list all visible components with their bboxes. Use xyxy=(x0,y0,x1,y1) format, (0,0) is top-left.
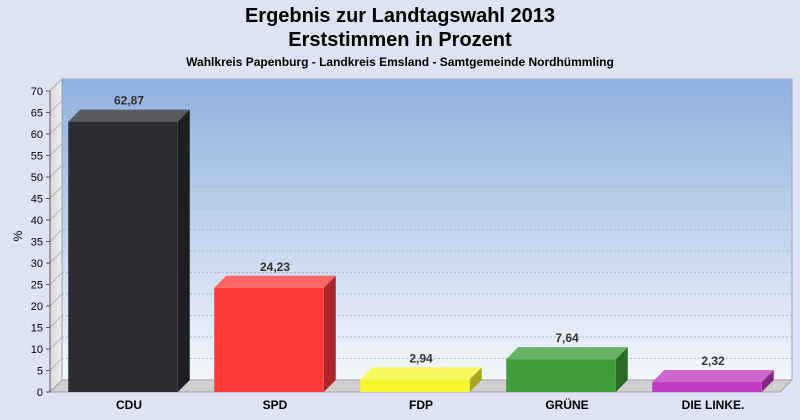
gridline-side xyxy=(49,336,63,350)
x-tick-label: GRÜNE xyxy=(545,397,588,412)
x-tick-label: SPD xyxy=(263,398,288,412)
gridline-side xyxy=(49,186,63,199)
bar-top-die-linke- xyxy=(652,370,774,383)
bar-top-fdp xyxy=(360,367,482,380)
y-tick-label: 70 xyxy=(31,86,43,98)
chart-title: Ergebnis zur Landtagswahl 2013 xyxy=(244,5,556,27)
bar-side-fdp xyxy=(469,367,482,392)
gridline-side xyxy=(49,121,63,135)
data-label: 62,87 xyxy=(114,94,144,108)
y-tick-label: 25 xyxy=(31,280,43,292)
chart-subtitle: Erststimmen in Prozent xyxy=(288,29,512,51)
x-tick-label: CDU xyxy=(116,398,142,412)
y-tick-label: 55 xyxy=(31,151,43,163)
gridline-side xyxy=(49,272,63,285)
bar-fdp xyxy=(360,379,470,392)
y-tick-label: 5 xyxy=(37,366,43,378)
data-label: 24,23 xyxy=(260,260,290,274)
bar-spd xyxy=(214,287,324,392)
y-tick-label: 65 xyxy=(31,108,43,120)
gridline-side xyxy=(49,293,63,307)
data-label: 2,94 xyxy=(409,351,433,365)
gridline-side xyxy=(49,164,63,178)
x-tick-label: FDP xyxy=(409,398,433,412)
bar-side-spd xyxy=(323,275,336,392)
y-tick-label: 10 xyxy=(31,344,43,356)
gridline-side xyxy=(49,100,63,113)
bar-top-spd xyxy=(214,275,336,288)
y-tick-label: 40 xyxy=(31,215,43,227)
bar-cdu xyxy=(68,121,178,392)
bar-gr-ne xyxy=(506,359,616,392)
gridline-side xyxy=(49,315,63,328)
bar-top-cdu xyxy=(68,109,190,122)
gridline-side xyxy=(49,78,63,92)
chart-subsubtitle: Wahlkreis Papenburg - Landkreis Emsland … xyxy=(186,55,614,69)
y-tick-label: 20 xyxy=(31,301,43,313)
y-tick-label: 45 xyxy=(31,194,43,206)
y-tick-label: 50 xyxy=(31,172,43,184)
bar-die-linke- xyxy=(652,382,762,392)
x-tick-label: DIE LINKE. xyxy=(682,398,745,412)
y-tick-label: 0 xyxy=(37,387,43,399)
y-tick-label: 35 xyxy=(31,237,43,249)
gridline-side xyxy=(49,207,63,221)
gridline-side xyxy=(49,250,63,264)
bar-side-cdu xyxy=(177,109,190,392)
bar-side-die-linke- xyxy=(761,370,774,392)
y-tick-label: 60 xyxy=(31,129,43,141)
data-label: 2,32 xyxy=(701,354,725,368)
data-label: 7,64 xyxy=(555,331,579,345)
bar-top-gr-ne xyxy=(506,347,628,360)
y-axis-label: % xyxy=(11,230,25,241)
y-tick-label: 15 xyxy=(31,323,43,335)
chart-title-block: Ergebnis zur Landtagswahl 2013 Erststimm… xyxy=(0,4,800,70)
y-tick-label: 30 xyxy=(31,258,43,270)
gridline-side xyxy=(49,143,63,156)
gridline-side xyxy=(49,358,63,371)
gridline-side xyxy=(49,229,63,242)
bar-side-gr-ne xyxy=(615,347,628,392)
